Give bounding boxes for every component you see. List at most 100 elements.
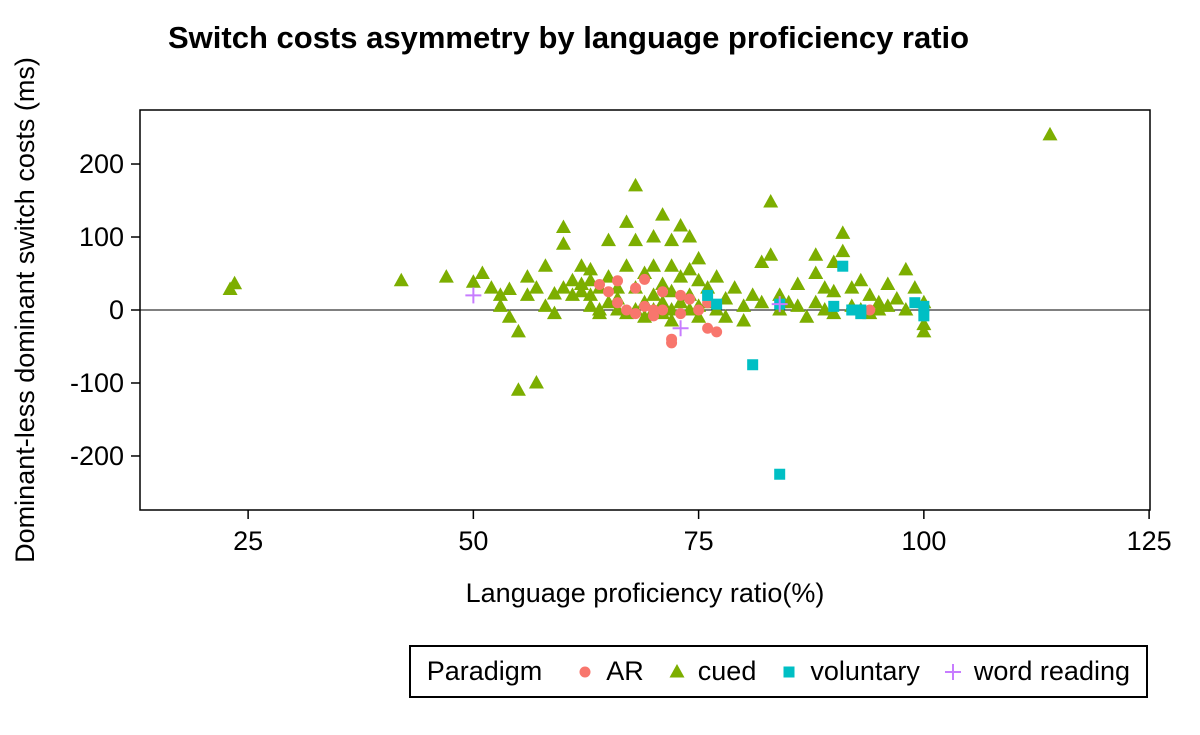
x-axis-label: Language proficiency ratio(%)	[466, 578, 825, 608]
legend-item-label: cued	[697, 656, 757, 686]
data-point	[855, 308, 867, 320]
data-point	[582, 298, 598, 312]
data-point	[864, 304, 876, 316]
data-point	[835, 243, 851, 258]
data-point	[664, 258, 680, 272]
data-point	[693, 304, 705, 316]
data-point	[628, 177, 644, 192]
legend-row: Paradigm AR cued voluntary word reading	[0, 645, 1200, 698]
data-point	[675, 308, 687, 320]
data-point	[555, 219, 571, 234]
data-point	[657, 304, 669, 316]
y-tick-label: 200	[79, 149, 124, 179]
data-point	[682, 261, 698, 276]
data-point	[853, 272, 869, 287]
cued-marker-icon	[669, 663, 685, 677]
data-point	[808, 294, 824, 309]
y-tick-label: 100	[79, 222, 124, 252]
data-point	[916, 323, 932, 338]
data-point	[655, 207, 671, 221]
data-point	[510, 323, 526, 338]
data-point	[646, 258, 662, 272]
data-point	[918, 300, 930, 312]
word-reading-marker-icon	[944, 663, 961, 680]
data-point	[666, 337, 678, 349]
data-point	[537, 298, 553, 312]
data-point	[393, 272, 409, 287]
data-point	[630, 282, 642, 294]
data-point	[582, 261, 598, 276]
chart-title: Switch costs asymmetry by language profi…	[168, 20, 969, 55]
data-point	[763, 247, 779, 261]
data-point	[655, 294, 671, 309]
data-point	[619, 258, 635, 272]
data-point	[817, 302, 833, 316]
data-point	[691, 250, 707, 265]
data-point	[492, 287, 508, 301]
data-point	[648, 310, 660, 322]
y-tick-label: 0	[109, 295, 124, 325]
data-point	[675, 289, 687, 301]
data-point	[846, 304, 858, 316]
data-point	[871, 302, 887, 316]
data-point	[592, 305, 608, 320]
x-tick-label: 50	[458, 526, 488, 556]
data-point	[1042, 126, 1058, 141]
data-point	[519, 287, 535, 301]
data-point	[546, 285, 562, 300]
data-point	[835, 225, 851, 239]
data-point	[817, 280, 833, 294]
data-point	[438, 269, 454, 283]
x-tick-label: 100	[901, 526, 946, 556]
data-point	[702, 322, 714, 334]
data-point	[664, 232, 680, 247]
data-point	[501, 309, 517, 323]
data-point	[783, 666, 795, 677]
data-point	[682, 229, 698, 243]
scatter-plot: 25 50 75 100 125 -200 -100 0 100 200 Switch costs …	[10, 20, 1172, 608]
data-point	[711, 326, 723, 338]
data-point	[628, 232, 644, 247]
data-point	[601, 294, 617, 309]
data-point	[862, 287, 878, 301]
y-axis-label: Dominant-less dominant switch costs (ms)	[10, 57, 40, 563]
data-point	[594, 278, 606, 290]
data-point	[519, 269, 535, 283]
y-tick-label: -100	[70, 368, 124, 398]
data-point	[736, 312, 752, 327]
data-point	[637, 309, 653, 323]
ar-marker-icon	[579, 666, 591, 677]
data-point	[657, 286, 669, 298]
data-point	[582, 287, 598, 301]
data-point	[603, 286, 615, 298]
data-point	[754, 294, 770, 309]
data-point	[646, 229, 662, 243]
data-point	[684, 293, 696, 305]
series-word-reading	[465, 287, 788, 337]
data-point	[664, 312, 680, 327]
data-point	[691, 272, 707, 287]
data-point	[528, 280, 544, 294]
data-point	[619, 214, 635, 228]
data-point	[612, 275, 624, 287]
data-point	[727, 280, 743, 294]
data-point	[673, 269, 689, 283]
voluntary-marker-icon	[783, 666, 795, 677]
data-point	[555, 280, 571, 294]
data-point	[745, 287, 761, 301]
data-point	[673, 294, 689, 309]
data-point	[918, 310, 930, 322]
data-point	[612, 297, 624, 309]
data-point	[501, 281, 517, 296]
data-point	[736, 298, 752, 312]
data-point	[474, 265, 490, 280]
data-point	[898, 302, 914, 316]
data-point	[763, 193, 779, 208]
legend-item-label: word reading	[973, 656, 1130, 686]
series-ar	[594, 273, 876, 349]
legend-item-ar: AR	[572, 656, 644, 687]
data-point	[564, 272, 580, 287]
data-point	[898, 261, 914, 276]
y-tick-label: -200	[70, 441, 124, 471]
data-point	[711, 298, 723, 310]
